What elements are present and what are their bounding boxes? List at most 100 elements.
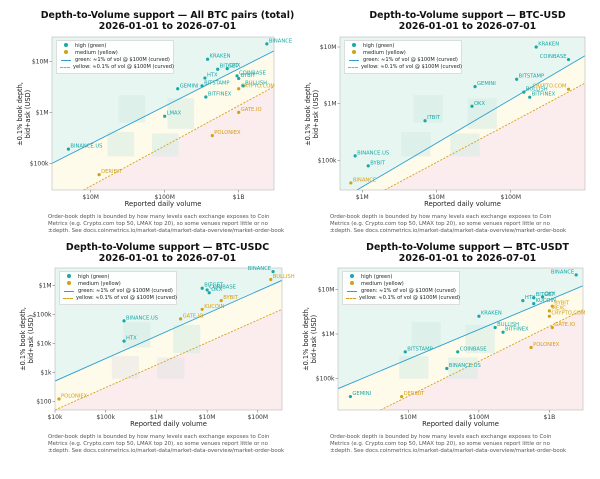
y-tick-label: $1M	[39, 282, 52, 289]
point-label: KRAKEN	[481, 311, 502, 317]
point-lmax	[163, 114, 167, 118]
x-axis-label: Reported daily volume	[424, 200, 501, 208]
point-okx	[540, 295, 545, 299]
shade-box	[465, 324, 495, 354]
point-label: BINANCE.US	[126, 315, 158, 321]
green-threshold-line	[338, 285, 583, 390]
x-tick-label: $100M	[154, 194, 174, 201]
shade-box	[399, 356, 429, 379]
point-bybit	[366, 164, 370, 168]
point-bullish	[493, 325, 497, 330]
legend-label: yellow: ≈0.1% of vol @ $100M (curved)	[76, 295, 178, 301]
x-axis-label: Reported daily volume	[124, 200, 202, 208]
y-axis-label: ±0.1% book depth, bid+ask (USD)	[302, 284, 318, 394]
point-label: BULLISH	[526, 87, 548, 93]
y-axis-label: ±0.1% book depth, bid+ask (USD)	[19, 284, 35, 394]
legend-item: high (green)	[63, 274, 173, 281]
point-binance-us	[66, 147, 71, 151]
legend-label: green: ≈1% of vol @ $100M (curved)	[75, 57, 170, 63]
point-coinbase	[566, 57, 571, 62]
shade-box	[401, 131, 431, 157]
legend-item: high (green)	[346, 274, 456, 281]
point-label: OKX	[229, 63, 240, 69]
point-label: BINANCE	[248, 266, 271, 272]
point-gemini	[473, 85, 477, 89]
legend-item: yellow: ≈0.1% of vol @ $100M (curved)	[60, 64, 174, 71]
legend-swatch	[60, 64, 70, 71]
point-htx	[521, 298, 525, 303]
point-label: KUCOIN	[204, 304, 224, 310]
point-label: BITSTAMP	[519, 74, 544, 80]
legend-label: high (green)	[78, 274, 110, 280]
point-label: COINBASE	[540, 54, 567, 60]
shade-box	[157, 357, 185, 379]
chart-title: Depth-to-Volume support — All BTC pairs …	[40, 10, 295, 32]
chart-panel-4: $10M $100M $1B $100k $1M $10M BINANCE OKX BITGET…	[300, 238, 600, 478]
legend-item: green: ≈1% of vol @ $100M (curved)	[60, 57, 170, 64]
y-tick-label: $1M	[324, 101, 337, 108]
point-label: BITGET	[204, 283, 224, 289]
shade-box	[467, 98, 497, 129]
legend-label: high (green)	[363, 43, 395, 49]
point-label: BINANCE	[551, 269, 574, 275]
point-label: COINBASE	[209, 284, 236, 290]
legend-item: medium (yellow)	[346, 281, 456, 288]
point-label: CRYPTO.COM	[551, 311, 585, 317]
point-label: BITSTAMP	[204, 80, 229, 86]
x-tick-label: $100M	[248, 414, 268, 421]
shade-box	[123, 321, 151, 348]
legend-label: green: ≈1% of vol @ $100M (curved)	[363, 57, 458, 63]
point-kraken	[534, 45, 538, 49]
point-label: HTX	[207, 73, 218, 79]
y-axis-label-line2: bid+ask (USD)	[27, 314, 35, 364]
legend: high (green) medium (yellow) green: ≈1% of…	[344, 40, 462, 74]
zone-red	[338, 309, 583, 410]
point-label: BITSTAMP	[407, 346, 432, 352]
point-label: BINANCE.US	[449, 363, 481, 369]
y-tick-label: $100k	[33, 311, 52, 318]
plot-frame	[339, 36, 586, 191]
point-label: BINANCE	[353, 177, 376, 183]
point-label: BYBIT	[241, 73, 257, 79]
legend-swatch	[63, 295, 73, 302]
x-tick-label: $100M	[501, 194, 521, 201]
point-bitfinex	[528, 95, 532, 99]
point-label: HTX	[525, 295, 536, 301]
point-bybit	[237, 76, 241, 81]
point-bitstamp	[515, 77, 519, 81]
y-tick-label: $10M	[32, 58, 49, 65]
legend-label: green: ≈1% of vol @ $100M (curved)	[361, 288, 456, 294]
point-label: BINANCE	[269, 38, 292, 44]
point-htx	[203, 76, 207, 80]
point-label: BITFINEX	[505, 327, 529, 333]
legend-item: green: ≈1% of vol @ $100M (curved)	[63, 288, 173, 295]
point-label: BINANCE.US	[70, 144, 102, 150]
legend-item: high (green)	[60, 43, 170, 50]
point-label: BYBIT	[223, 295, 239, 301]
point-label: BITFINEX	[208, 91, 232, 97]
point-binance-us	[122, 319, 126, 323]
point-label: COINBASE	[460, 346, 487, 352]
legend-swatch	[348, 57, 360, 64]
y-axis-label-line1: ±0.1% book depth,	[19, 307, 27, 371]
point-crypto-com	[237, 87, 241, 91]
chart-title-line2: 2026-01-01 to 2026-07-01	[398, 253, 537, 264]
point-label: KUCOIN	[536, 298, 556, 304]
point-bitget	[216, 67, 220, 71]
legend-swatch	[346, 281, 358, 288]
point-okx	[470, 104, 474, 108]
legend-swatch	[348, 50, 360, 57]
point-crypto-com	[547, 314, 551, 318]
y-tick-label: $1M	[36, 109, 49, 116]
footnote: Order-book depth is bounded by how many …	[48, 434, 285, 454]
point-label: LMAX	[167, 111, 182, 117]
shade-box	[413, 95, 443, 123]
footnote: Order-book depth is bounded by how many …	[330, 434, 567, 454]
point-htx	[122, 339, 126, 343]
green-threshold-line	[52, 50, 274, 164]
x-tick-label: $10M	[428, 194, 445, 201]
y-axis-label: ±0.1% book depth, bid+ask (USD)	[304, 59, 320, 169]
point-label: OKX	[474, 101, 485, 107]
shade-box	[107, 131, 135, 157]
point-kraken	[205, 57, 210, 61]
